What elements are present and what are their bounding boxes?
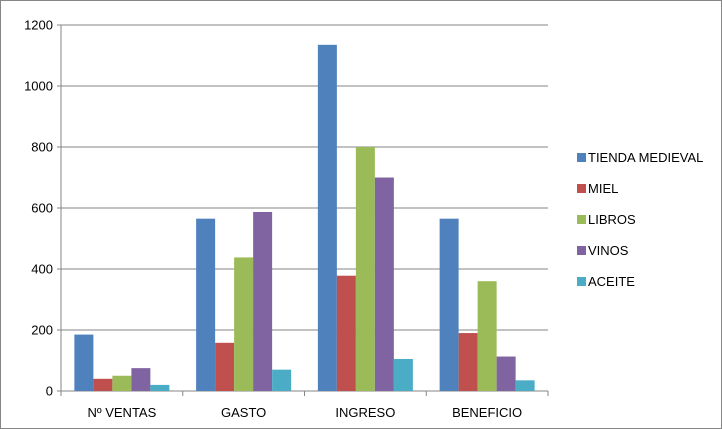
legend-label: LIBROS	[588, 212, 636, 227]
legend-label: TIENDA MEDIEVAL	[588, 150, 703, 165]
bar-tienda-medieval	[74, 334, 94, 391]
y-tick-label: 0	[46, 384, 53, 399]
bar-miel	[458, 333, 478, 391]
bar-libros	[112, 375, 132, 391]
legend-swatch	[577, 153, 586, 162]
bar-aceite	[515, 380, 535, 391]
y-tick-label: 200	[31, 323, 53, 338]
bar-vinos	[496, 356, 516, 391]
bar-aceite	[150, 384, 170, 391]
x-category-label: BENEFICIO	[452, 405, 522, 420]
y-tick-label: 1200	[24, 18, 53, 33]
bar-libros	[355, 147, 375, 391]
bar-vinos	[131, 368, 151, 391]
legend-swatch	[577, 277, 586, 286]
y-tick-label: 600	[31, 201, 53, 216]
x-category-label: GASTO	[221, 405, 266, 420]
bar-vinos	[374, 177, 394, 391]
x-category-label: INGRESO	[335, 405, 395, 420]
bar-tienda-medieval	[196, 218, 216, 391]
legend-label: ACEITE	[588, 274, 635, 289]
legend-swatch	[577, 184, 586, 193]
bar-miel	[93, 378, 113, 391]
legend-swatch	[577, 246, 586, 255]
bar-vinos	[253, 211, 273, 391]
legend-label: MIEL	[588, 181, 618, 196]
legend-label: VINOS	[588, 243, 629, 258]
y-tick-label: 400	[31, 262, 53, 277]
legend-swatch	[577, 215, 586, 224]
y-tick-label: 800	[31, 140, 53, 155]
bar-libros	[234, 257, 254, 391]
bar-miel	[215, 342, 235, 391]
y-tick-label: 1000	[24, 79, 53, 94]
bar-tienda-medieval	[317, 44, 337, 391]
bar-aceite	[272, 369, 292, 391]
bar-aceite	[393, 358, 413, 391]
x-category-label: Nº VENTAS	[87, 405, 156, 420]
bar-libros	[477, 281, 497, 391]
bar-miel	[336, 275, 356, 391]
bar-tienda-medieval	[439, 218, 459, 391]
